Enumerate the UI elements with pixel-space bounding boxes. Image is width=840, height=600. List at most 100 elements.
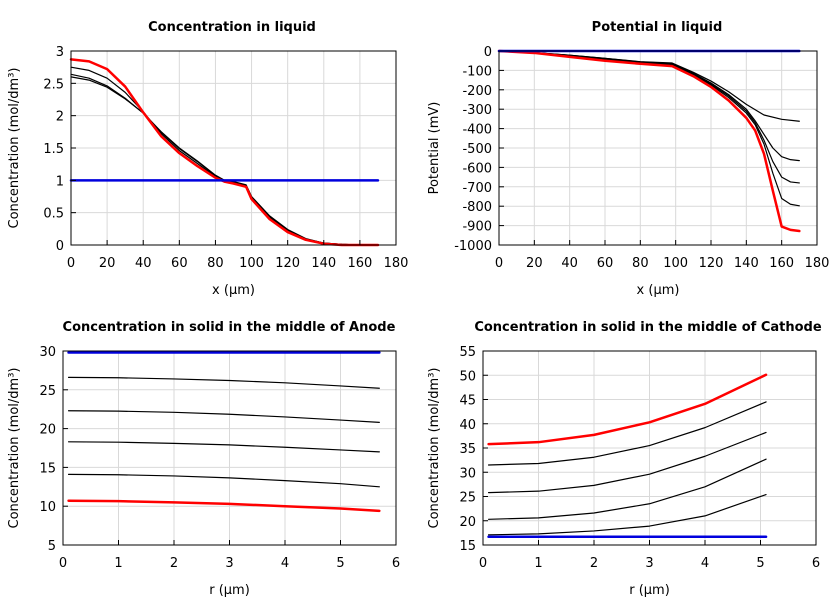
series-line-2 (498, 50, 800, 162)
x-tick-label: 1 (114, 556, 122, 571)
series-line-4 (498, 50, 800, 207)
y-tick-label: -300 (462, 103, 492, 118)
y-tick-label: 25 (39, 384, 56, 399)
x-tick-label: 120 (275, 256, 300, 271)
x-tick-label: 140 (311, 256, 336, 271)
series-line-5 (487, 373, 768, 446)
subplot-1: 0 20 40 60 80 100 120 140 160 180 0 0.5 1 1.5 2 2.5 3 Con… (7, 20, 408, 298)
series-line-1 (70, 76, 379, 246)
x-tick-label: 5 (756, 556, 764, 571)
y-tick-label: 2.5 (43, 77, 64, 92)
y-tick-label: -500 (462, 142, 492, 157)
x-tick-label: 40 (561, 256, 578, 271)
x-axis-label: x (µm) (212, 283, 255, 298)
y-tick-label: 40 (459, 418, 476, 433)
series-line-2 (70, 73, 379, 246)
series-line-5 (497, 49, 801, 233)
x-tick-label: 160 (769, 256, 794, 271)
x-tick-label: 0 (495, 256, 503, 271)
series-line-3 (487, 431, 767, 494)
x-tick-label: 0 (67, 256, 75, 271)
y-tick-label: 2 (56, 110, 64, 125)
x-tick-label: 1 (534, 556, 542, 571)
y-tick-label: 0 (56, 239, 64, 254)
x-tick-label: 40 (135, 256, 152, 271)
x-tick-label: 180 (384, 256, 409, 271)
x-tick-label: 3 (225, 556, 233, 571)
x-tick-label: 4 (281, 556, 289, 571)
subplot-2: 0 20 40 60 80 100 120 140 160 180 0 -100 -200 -300 -40… (427, 20, 829, 298)
x-tick-label: 80 (207, 256, 224, 271)
x-tick-label: 4 (701, 556, 709, 571)
x-tick-label: 20 (526, 256, 543, 271)
y-tick-label: 15 (459, 539, 476, 554)
x-tick-label: 0 (59, 556, 67, 571)
series-line-3 (67, 441, 380, 453)
series-line-4 (67, 473, 380, 488)
y-tick-label: 1.5 (43, 142, 64, 157)
y-tick-label: 30 (459, 466, 476, 481)
subplot-3: 0 1 2 3 4 5 6 5 10 15 20 25 30 Concentration in solid… (7, 320, 400, 598)
chart-title: Concentration in liquid (148, 20, 316, 35)
y-tick-label: 1 (56, 174, 64, 189)
x-axis-label: x (µm) (637, 283, 680, 298)
series-line-1 (498, 50, 800, 122)
x-tick-label: 6 (812, 556, 820, 571)
x-tick-label: 120 (699, 256, 724, 271)
y-tick-label: 20 (459, 515, 476, 530)
series-line-1 (487, 493, 767, 536)
series-line-4 (69, 58, 380, 247)
y-tick-label: 45 (459, 394, 476, 409)
series-line-2 (487, 458, 767, 520)
x-tick-label: 0 (479, 556, 487, 571)
y-tick-label: 30 (39, 345, 56, 360)
y-tick-label: 0 (484, 45, 492, 60)
y-tick-label: -200 (462, 84, 492, 99)
y-tick-label: 10 (39, 500, 56, 515)
x-tick-label: 60 (597, 256, 614, 271)
chart-title: Concentration in solid in the middle of … (63, 320, 396, 335)
x-tick-label: 100 (663, 256, 688, 271)
x-tick-label: 2 (590, 556, 598, 571)
x-tick-label: 140 (734, 256, 759, 271)
y-tick-label: -800 (462, 200, 492, 215)
x-axis-label: r (µm) (629, 583, 670, 598)
series-line-2 (67, 410, 380, 423)
x-tick-label: 2 (170, 556, 178, 571)
y-tick-label: 55 (459, 345, 476, 360)
y-tick-label: -700 (462, 181, 492, 196)
y-tick-label: 20 (39, 423, 56, 438)
y-tick-label: 3 (56, 45, 64, 60)
y-tick-label: 0.5 (43, 207, 64, 222)
x-tick-label: 20 (99, 256, 116, 271)
y-tick-label: -400 (462, 123, 492, 138)
x-tick-label: 5 (336, 556, 344, 571)
y-tick-label: 5 (48, 539, 56, 554)
y-tick-label: -100 (462, 64, 492, 79)
y-axis-label: Concentration (mol/dm³) (7, 368, 22, 529)
x-tick-label: 60 (171, 256, 188, 271)
series-line-5 (67, 499, 381, 513)
x-tick-label: 80 (632, 256, 649, 271)
y-tick-label: 35 (459, 442, 476, 457)
y-tick-label: 25 (459, 491, 476, 506)
y-tick-label: -600 (462, 161, 492, 176)
x-axis-label: r (µm) (209, 583, 250, 598)
y-tick-label: -900 (462, 220, 492, 235)
y-axis-label: Concentration (mol/dm³) (7, 68, 22, 229)
chart-title: Concentration in solid in the middle of … (474, 320, 822, 335)
y-tick-label: -1000 (454, 239, 492, 254)
x-tick-label: 100 (239, 256, 264, 271)
x-tick-label: 6 (392, 556, 400, 571)
series-line-1 (67, 376, 380, 389)
y-tick-label: 15 (39, 461, 56, 476)
y-axis-label: Concentration (mol/dm³) (427, 368, 442, 529)
chart-title: Potential in liquid (592, 20, 723, 35)
series-line-4 (487, 401, 767, 466)
y-tick-label: 50 (459, 369, 476, 384)
y-axis-label: Potential (mV) (427, 102, 442, 195)
x-tick-label: 3 (645, 556, 653, 571)
x-tick-label: 180 (805, 256, 830, 271)
